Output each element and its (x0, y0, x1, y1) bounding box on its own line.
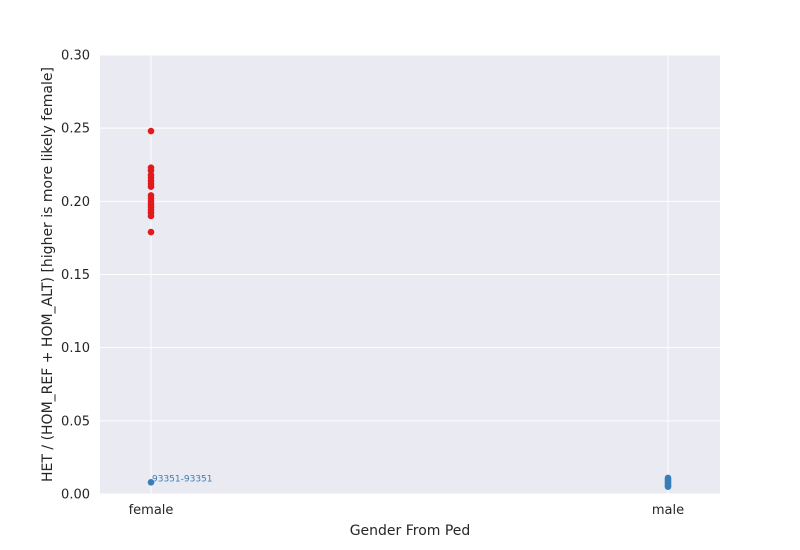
y-tick-label: 0.05 (61, 414, 90, 429)
y-tick-label: 0.20 (61, 195, 90, 210)
data-point (147, 228, 155, 236)
y-tick-label: 0.10 (61, 341, 90, 356)
x-tick-label-male: male (652, 503, 684, 518)
data-point (147, 183, 155, 190)
annotations: 93351-93351 (152, 474, 213, 484)
y-axis-label: HET / (HOM_REF + HOM_ALT) [higher is mor… (40, 67, 56, 482)
y-tick-labels: 0.00 0.05 0.10 0.15 0.20 0.25 0.30 (61, 49, 90, 503)
data-point (664, 483, 672, 490)
data-point (147, 127, 155, 135)
y-tick-label: 0.25 (61, 122, 90, 137)
data-point (147, 478, 155, 486)
x-axis-label: Gender From Ped (350, 523, 471, 539)
y-tick-label: 0.15 (61, 268, 90, 283)
data-points (147, 127, 672, 490)
point-annotation: 93351-93351 (152, 474, 213, 484)
x-tick-label-female: female (129, 503, 174, 518)
y-tick-label: 0.30 (61, 49, 90, 64)
y-tick-label: 0.00 (61, 488, 90, 503)
x-tick-labels: female male (129, 503, 685, 518)
data-point (147, 212, 155, 220)
